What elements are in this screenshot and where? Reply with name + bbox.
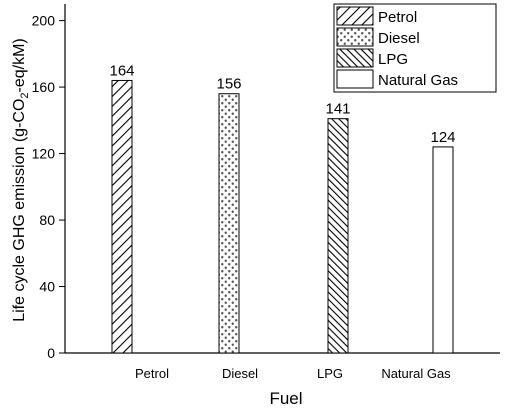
bar-lpg <box>327 118 349 354</box>
bar-value-label: 124 <box>430 129 455 146</box>
y-axis-title-subscript: 2 <box>19 92 31 98</box>
y-axis-title-main: Life cycle GHG emission (g-CO <box>11 99 28 322</box>
bar-diesel <box>218 93 240 354</box>
legend-label: LPG <box>378 51 408 68</box>
legend-swatch <box>336 6 374 26</box>
y-axis-ticks: 0 40 80 120 160 200 <box>32 13 65 361</box>
y-axis-title-end: -eq/kM) <box>11 38 28 92</box>
x-axis-ticks: Petrol Diesel LPG Natural Gas <box>135 366 451 381</box>
legend-swatch <box>336 27 374 47</box>
bar-value-labels: 164 156 141 124 <box>109 62 455 145</box>
bar-value-label: 156 <box>216 76 241 93</box>
legend-label: Petrol <box>378 9 417 26</box>
x-axis-title: Fuel <box>269 389 302 408</box>
y-tick-label: 40 <box>39 279 55 295</box>
legend-label: Natural Gas <box>378 72 458 89</box>
legend-swatch <box>336 69 374 89</box>
x-tick-label: Diesel <box>222 366 258 381</box>
bar-natural-gas <box>432 146 454 354</box>
x-tick-label: LPG <box>317 366 343 381</box>
y-tick-label: 120 <box>32 146 56 162</box>
bar-value-label: 141 <box>325 101 350 118</box>
bar-value-label: 164 <box>109 62 134 79</box>
y-axis-title: Life cycle GHG emission (g-CO2-eq/kM) <box>11 38 31 322</box>
bars <box>111 79 454 354</box>
x-tick-label: Petrol <box>135 366 169 381</box>
x-tick-label: Natural Gas <box>381 366 451 381</box>
y-tick-label: 80 <box>39 212 55 228</box>
plot-axes <box>64 4 500 354</box>
legend-label: Diesel <box>378 30 420 47</box>
bar-petrol <box>111 79 133 354</box>
y-tick-label: 200 <box>32 13 56 29</box>
legend-swatch <box>336 48 374 68</box>
y-tick-label: 0 <box>47 345 55 361</box>
legend: Petrol Diesel LPG Natural Gas <box>333 3 497 93</box>
y-tick-label: 160 <box>32 79 56 95</box>
